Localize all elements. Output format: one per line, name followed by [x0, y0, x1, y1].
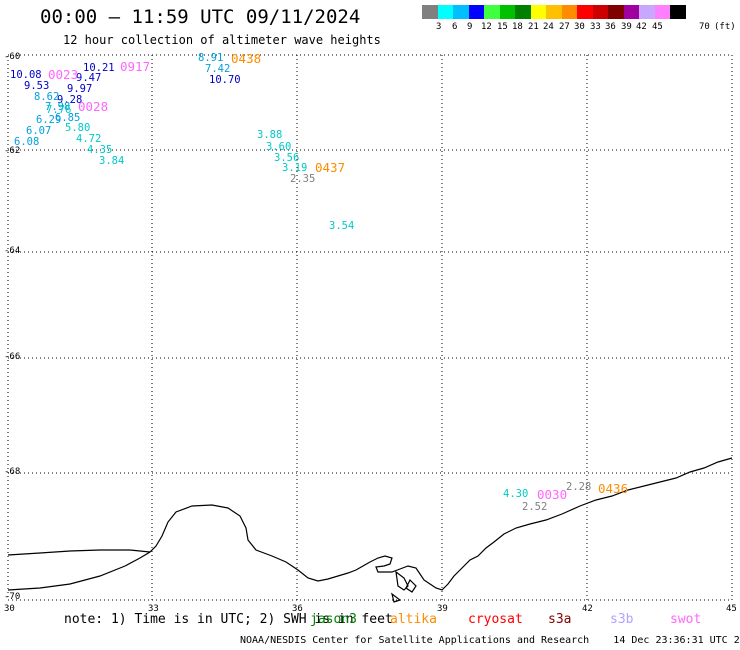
legend-tick: 21	[528, 22, 539, 32]
lon-label: 45	[726, 604, 737, 614]
legend-tick: 24	[543, 22, 554, 32]
mission-s3a: s3a	[548, 612, 572, 627]
legend-swatch	[437, 5, 453, 19]
footer-note: note: 1) Time is in UTC; 2) SWH is in fe…	[64, 612, 393, 627]
mission-cryosat: cryosat	[468, 612, 523, 627]
legend-tick: 33	[590, 22, 601, 32]
pass-time-label: 0023	[48, 67, 79, 82]
lat-label: -66	[4, 352, 21, 362]
lon-label: 36	[292, 604, 303, 614]
wave-label: 10.21	[83, 62, 115, 74]
legend-swatch	[422, 5, 438, 19]
wave-label: 6.85	[55, 112, 81, 124]
wave-label: 3.54	[329, 220, 355, 232]
footer-credit: NOAA/NESDIS Center for Satellite Applica…	[240, 635, 740, 646]
legend-swatch	[670, 5, 686, 19]
legend-swatch	[453, 5, 469, 19]
map-subtitle: 12 hour collection of altimeter wave hei…	[63, 33, 381, 47]
legend-swatch	[608, 5, 624, 19]
pass-time-label: 0030	[537, 487, 568, 502]
wave-label: 3.56	[274, 152, 300, 164]
lat-label: -60	[4, 52, 21, 62]
wave-label: 10.70	[209, 74, 241, 86]
wave-label: 4.30	[503, 488, 529, 500]
lat-label: -68	[4, 467, 21, 477]
color-legend-bar	[422, 5, 686, 19]
legend-swatch	[468, 5, 484, 19]
map-title: 00:00 – 11:59 UTC 09/11/2024	[40, 6, 361, 28]
legend-swatch	[577, 5, 593, 19]
lon-label: 30	[4, 604, 15, 614]
wave-label: 8.91	[198, 52, 224, 64]
legend-tick: 6	[452, 22, 458, 32]
lat-label: -64	[4, 246, 21, 256]
pass-time-label: 0438	[231, 51, 262, 66]
wave-label: 2.28	[566, 481, 592, 493]
pass-time-label: 0436	[598, 481, 629, 496]
wave-label: 2.52	[522, 501, 548, 513]
lat-label: -70	[4, 592, 21, 602]
wave-label: 10.08	[10, 69, 42, 81]
legend-tick: 9	[467, 22, 473, 32]
wave-label: 8.62	[34, 91, 60, 103]
legend-swatch	[484, 5, 500, 19]
wave-label: 7.98	[45, 101, 71, 113]
mission-s3b: s3b	[610, 612, 634, 627]
wave-label: 9.28	[57, 94, 83, 106]
wave-label: 3.60	[266, 141, 292, 153]
wave-label: 6.08	[14, 136, 40, 148]
legend-tick: 45	[652, 22, 663, 32]
wave-label: 4.72	[76, 133, 102, 145]
coastline	[7, 457, 733, 603]
wave-label: 6.07	[26, 125, 52, 137]
pass-time-label: 0437	[315, 160, 346, 175]
mission-jason3: jason3	[310, 612, 357, 627]
legend-swatch	[623, 5, 639, 19]
pass-time-label: 0028	[78, 99, 109, 114]
wave-label: 3.84	[99, 155, 125, 167]
credit-timestamp: 14 Dec 23:36:31 UTC 2024	[613, 635, 740, 646]
lon-label: 42	[582, 604, 593, 614]
legend-swatch	[592, 5, 608, 19]
mission-altika: altika	[390, 612, 437, 627]
lon-label: 39	[437, 604, 448, 614]
graticule	[8, 55, 732, 600]
wave-label: 7.42	[205, 63, 231, 75]
wave-label: 2.35	[290, 173, 316, 185]
legend-tick: 70	[699, 22, 710, 32]
legend-tick: 36	[605, 22, 616, 32]
legend-tick: 15	[497, 22, 508, 32]
legend-swatch	[654, 5, 670, 19]
wave-label: 5.80	[65, 122, 91, 134]
wave-label: 9.47	[76, 72, 102, 84]
legend-tick: 42	[636, 22, 647, 32]
wave-label: 9.97	[67, 83, 93, 95]
mission-swot: swot	[670, 612, 702, 627]
wave-label: 3.19	[282, 162, 308, 174]
legend-tick: 3	[436, 22, 442, 32]
lon-label: 33	[148, 604, 159, 614]
legend-tick: 30	[574, 22, 585, 32]
wave-label: 6.29	[36, 114, 62, 126]
legend-swatch	[546, 5, 562, 19]
legend-tick: 18	[512, 22, 523, 32]
legend-swatch	[530, 5, 546, 19]
credit-text: NOAA/NESDIS Center for Satellite Applica…	[240, 635, 590, 646]
pass-time-label: 0917	[120, 59, 151, 74]
legend-swatch	[499, 5, 515, 19]
wave-label: 9.53	[24, 80, 50, 92]
legend-swatch	[639, 5, 655, 19]
wave-label: 7.76	[46, 104, 72, 116]
wave-label: 3.88	[257, 129, 283, 141]
legend-tick: 12	[481, 22, 492, 32]
legend-swatch	[515, 5, 531, 19]
legend-swatch	[561, 5, 577, 19]
lat-label: -62	[4, 146, 21, 156]
map-frame	[7, 54, 733, 601]
legend-tick: 27	[559, 22, 570, 32]
legend-tick: 39	[621, 22, 632, 32]
legend-unit: (ft)	[714, 22, 736, 32]
wave-label: 4.35	[87, 144, 113, 156]
